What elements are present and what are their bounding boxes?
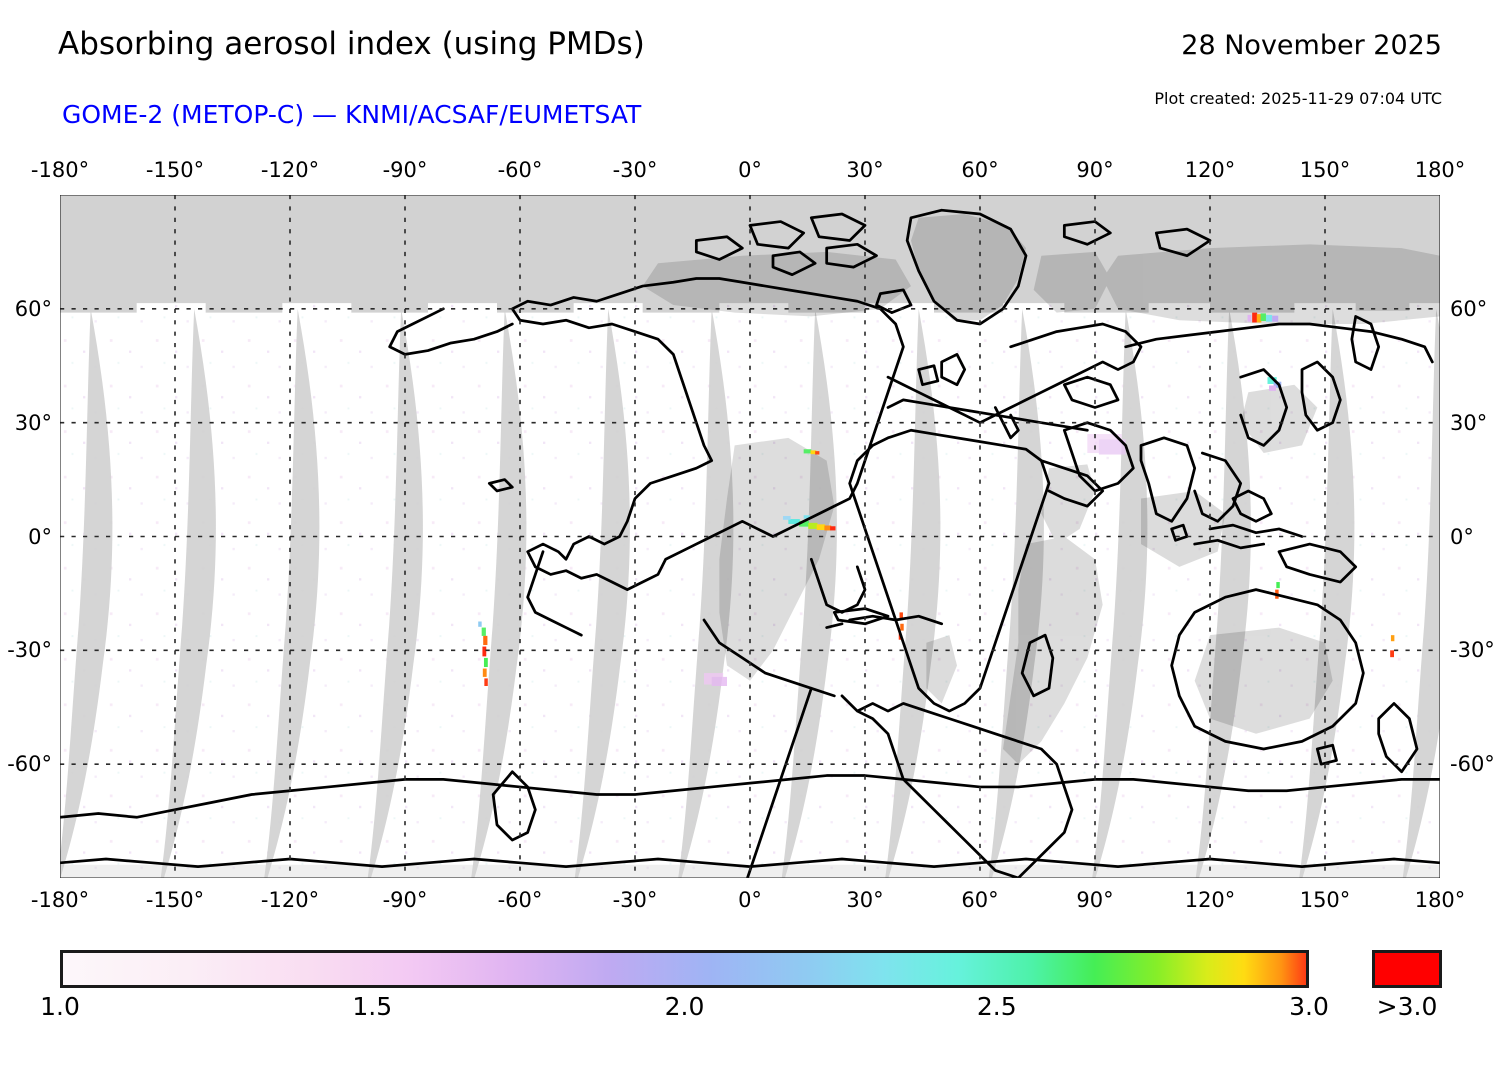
lon-tick-label: -120°: [260, 158, 320, 182]
colorbar-overflow-label: >3.0: [1376, 992, 1438, 1021]
colorbar-tick-2.0: 2.0: [664, 992, 705, 1021]
lon-tick-label: 120°: [1184, 888, 1236, 912]
instrument-subtitle: GOME-2 (METOP-C) — KNMI/ACSAF/EUMETSAT: [62, 100, 642, 129]
lon-tick-label: 180°: [1414, 888, 1466, 912]
lat-tick-label: 30°: [14, 410, 52, 435]
colorbar-overflow-swatch[interactable]: [1372, 950, 1442, 988]
colorbar-tick-1.0: 1.0: [40, 992, 80, 1021]
lat-tick-label: -30°: [7, 638, 52, 663]
colorbar-tick-3.0: 3.0: [1289, 992, 1329, 1021]
world-map-plot: [60, 195, 1440, 878]
lon-tick-label: -180°: [30, 888, 90, 912]
lon-tick-label: -90°: [382, 888, 428, 912]
page-title: Absorbing aerosol index (using PMDs): [58, 26, 645, 62]
lat-tick-label: 0°: [1450, 524, 1474, 549]
colorbar-tick-1.5: 1.5: [352, 992, 393, 1021]
lon-tick-label: -120°: [260, 888, 320, 912]
lon-tick-label: -60°: [497, 158, 543, 182]
lat-tick-label: 60°: [1450, 296, 1488, 321]
lon-tick-label: 0°: [738, 158, 762, 182]
lon-tick-label: -180°: [30, 158, 90, 182]
lat-tick-label: -30°: [1450, 638, 1495, 663]
plot-created-timestamp: Plot created: 2025-11-29 07:04 UTC: [1154, 89, 1442, 108]
graticule-group: [60, 195, 1440, 878]
observation-date: 28 November 2025: [1181, 30, 1442, 61]
lon-tick-label: -30°: [612, 158, 658, 182]
lon-tick-label: 120°: [1184, 158, 1236, 182]
lon-tick-label: 60°: [961, 888, 999, 912]
colorbar-tick-2.5: 2.5: [976, 992, 1017, 1021]
lat-tick-label: 0°: [28, 524, 52, 549]
lon-tick-label: 90°: [1076, 888, 1114, 912]
lon-tick-label: 150°: [1299, 158, 1351, 182]
lon-tick-label: 90°: [1076, 158, 1114, 182]
lat-tick-label: 30°: [1450, 410, 1488, 435]
aai-hotspot-group: [478, 312, 1395, 687]
lon-tick-label: 180°: [1414, 158, 1466, 182]
lon-tick-label: -150°: [145, 888, 205, 912]
lon-tick-label: -30°: [612, 888, 658, 912]
colorbar-gradient[interactable]: [60, 950, 1309, 988]
lon-tick-label: -90°: [382, 158, 428, 182]
lat-tick-label: 60°: [14, 296, 52, 321]
lon-tick-label: -150°: [145, 158, 205, 182]
lon-tick-label: 150°: [1299, 888, 1351, 912]
lon-tick-label: 30°: [846, 158, 884, 182]
lon-tick-label: 60°: [961, 158, 999, 182]
lon-tick-label: 30°: [846, 888, 884, 912]
lon-tick-label: 0°: [738, 888, 762, 912]
lon-tick-label: -60°: [497, 888, 543, 912]
lat-tick-label: -60°: [1450, 752, 1495, 777]
lat-tick-label: -60°: [7, 752, 52, 777]
